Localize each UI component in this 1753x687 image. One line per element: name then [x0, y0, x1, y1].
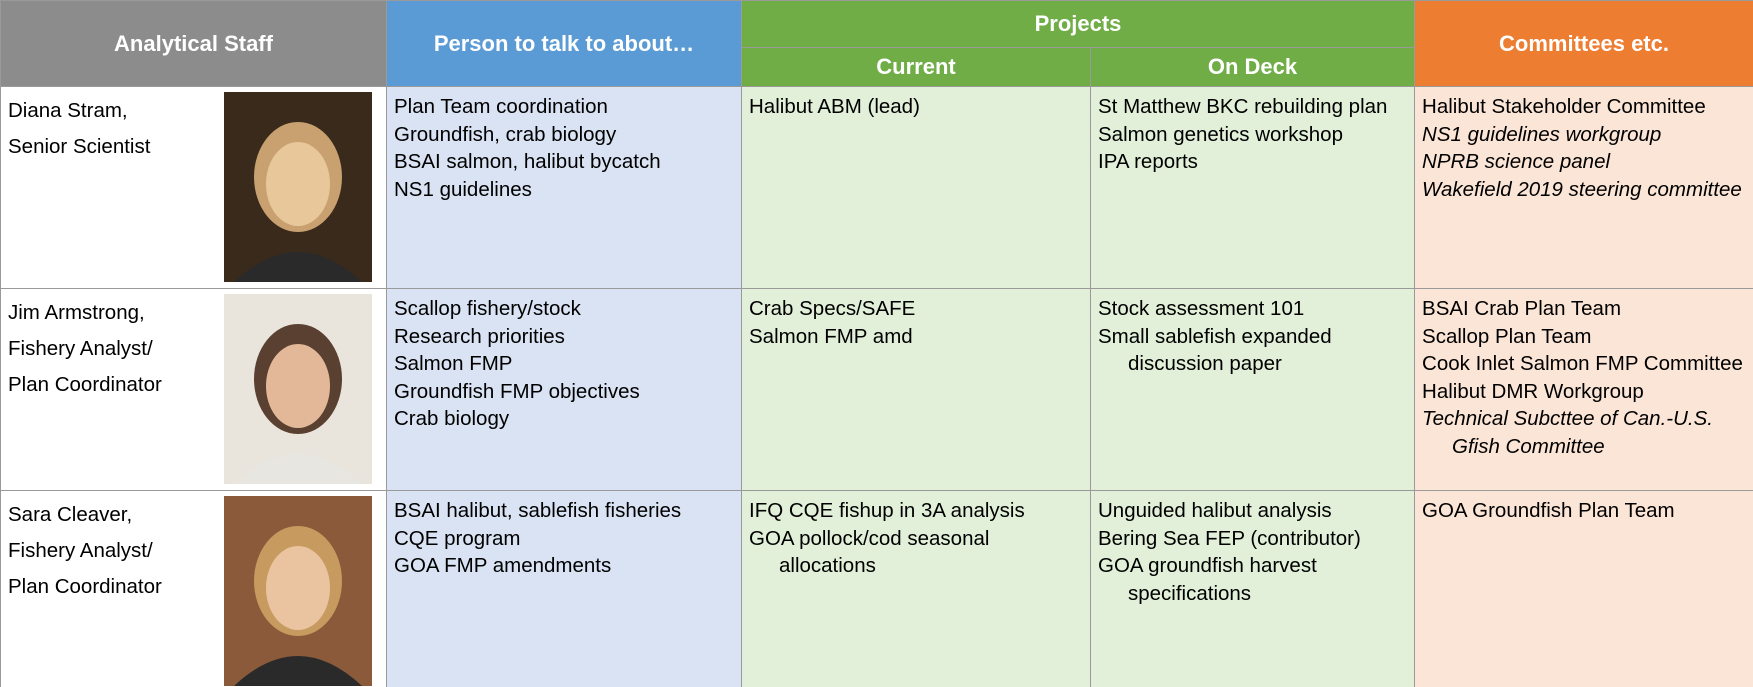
staff-wrap: Sara Cleaver, Fishery Analyst/Plan Coordi… [2, 492, 386, 687]
list-item: IFQ CQE fishup in 3A analysis [749, 499, 1025, 522]
staff-name: Jim Armstrong, [8, 301, 145, 324]
photo [224, 294, 372, 484]
table-row: Sara Cleaver, Fishery Analyst/Plan Coordi… [0, 490, 1753, 687]
header-cell: On Deck [1089, 47, 1416, 87]
table-row: Jim Armstrong, Fishery Analyst/Plan Coord… [0, 288, 1753, 491]
staff-text: Jim Armstrong, Fishery Analyst/Plan Coord… [2, 290, 169, 485]
list-item: Groundfish FMP objectives [394, 379, 640, 403]
staff-title: Plan Coordinator [8, 575, 162, 598]
photo-art [234, 324, 362, 484]
staff-wrap: Jim Armstrong, Fishery Analyst/Plan Coord… [2, 290, 386, 485]
list-item: IPA reports [1098, 150, 1198, 173]
list-item: Crab biology [394, 407, 510, 430]
list-item: Salmon FMP [394, 352, 513, 375]
photo-art [234, 122, 362, 282]
list-item: St Matthew BKC rebuilding plan [1098, 95, 1388, 118]
topics-cell: Plan Team coordination Groundfish, crab b… [386, 86, 742, 289]
committee-item: Halibut DMR Workgroup [1422, 379, 1644, 403]
committees-cell: Halibut Stakeholder Committee NS1 guideli… [1414, 86, 1753, 289]
list-item: Halibut ABM (lead) [749, 95, 920, 118]
staff-cell: Diana Stram, Senior Scientist [0, 86, 387, 289]
staff-name: Diana Stram, [8, 99, 128, 122]
list-item: NS1 guidelines [394, 177, 532, 201]
header-cell: Current [741, 47, 1091, 87]
staff-title: Plan Coordinator [8, 373, 162, 396]
on-deck-cell: Stock assessment 101 Small sablefish expa… [1089, 288, 1416, 491]
committee-item: Cook Inlet Salmon FMP Committee [1422, 352, 1743, 375]
photo-art [234, 526, 362, 686]
topics-cell: BSAI halibut, sablefish fisheries CQE pro… [386, 490, 742, 687]
photo [224, 92, 372, 282]
committee-item: NPRB science panel [1422, 150, 1611, 173]
header-cell: Projects [740, 0, 1416, 48]
list-item: Scallop fishery/stock [394, 297, 581, 320]
committee-item: GOA Groundfish Plan Team [1422, 499, 1675, 522]
committee-item: Wakefield 2019 steering committee [1422, 177, 1742, 201]
staff-name: Sara Cleaver, [8, 503, 133, 526]
staff-cell: Sara Cleaver, Fishery Analyst/Plan Coordi… [0, 490, 387, 687]
list-item: Research priorities [394, 324, 565, 348]
committee-item: Technical Subcttee of Can.-U.S. Gfish Co… [1422, 407, 1713, 458]
committee-item: NS1 guidelines workgroup [1422, 122, 1662, 146]
list-item: BSAI halibut, sablefish fisheries [394, 499, 682, 522]
list-item: Bering Sea FEP (contributor) [1098, 526, 1361, 550]
staff-wrap: Diana Stram, Senior Scientist [2, 88, 386, 283]
header-cell: Analytical Staff [0, 0, 387, 87]
committee-item: BSAI Crab Plan Team [1422, 297, 1622, 320]
header-cell: Person to talk to about… [386, 0, 742, 87]
list-item: Plan Team coordination [394, 95, 608, 118]
list-item: Crab Specs/SAFE [749, 297, 916, 320]
table-row: Diana Stram, Senior Scientist Plan Team co… [0, 86, 1753, 289]
staff-title: Fishery Analyst/ [8, 539, 153, 562]
list-item: GOA groundfish harvest specifications [1098, 554, 1317, 605]
staff-cell: Jim Armstrong, Fishery Analyst/Plan Coord… [0, 288, 387, 491]
on-deck-cell: St Matthew BKC rebuilding plan Salmon gen… [1089, 86, 1416, 289]
staff-title: Fishery Analyst/ [8, 337, 153, 360]
current-cell: IFQ CQE fishup in 3A analysis GOA pollock… [741, 490, 1091, 687]
list-item: CQE program [394, 526, 521, 550]
table-body: Diana Stram, Senior Scientist Plan Team co… [0, 86, 1753, 687]
staff-text: Diana Stram, Senior Scientist [2, 88, 158, 283]
list-item: Small sablefish expanded discussion pape… [1098, 324, 1332, 376]
list-item: Groundfish, crab biology [394, 122, 617, 146]
staff-title: Senior Scientist [8, 135, 151, 158]
list-item: GOA FMP amendments [394, 554, 612, 577]
committee-item: Scallop Plan Team [1422, 324, 1592, 348]
list-item: Salmon FMP amd [749, 324, 913, 348]
list-item: Stock assessment 101 [1098, 297, 1305, 320]
committees-cell: GOA Groundfish Plan Team [1414, 490, 1753, 687]
current-cell: Halibut ABM (lead) [741, 86, 1091, 289]
topics-cell: Scallop fishery/stock Research priorities… [386, 288, 742, 491]
on-deck-cell: Unguided halibut analysis Bering Sea FEP … [1089, 490, 1416, 687]
header-cell: Committees etc. [1414, 0, 1753, 87]
committees-cell: BSAI Crab Plan Team Scallop Plan Team Cook… [1414, 288, 1753, 491]
current-cell: Crab Specs/SAFE Salmon FMP amd [741, 288, 1091, 491]
committee-item: Halibut Stakeholder Committee [1422, 95, 1706, 118]
list-item: BSAI salmon, halibut bycatch [394, 150, 661, 173]
list-item: Unguided halibut analysis [1098, 499, 1332, 522]
photo [224, 496, 372, 686]
staff-text: Sara Cleaver, Fishery Analyst/Plan Coordi… [2, 492, 169, 687]
list-item: Salmon genetics workshop [1098, 122, 1343, 146]
list-item: GOA pollock/cod seasonal allocations [749, 526, 990, 578]
